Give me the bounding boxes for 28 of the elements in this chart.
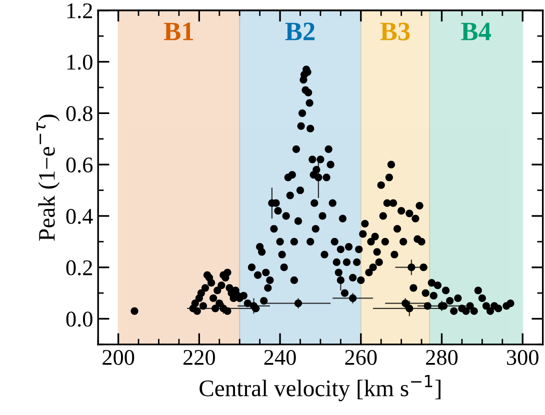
point: [349, 294, 357, 302]
point: [250, 302, 258, 310]
point: [220, 304, 228, 312]
y-tick-label: 0.0: [66, 312, 92, 327]
x-tick-label: 260: [345, 350, 377, 365]
point: [408, 264, 416, 272]
band-label: B1: [164, 22, 193, 40]
x-tick-label: 300: [507, 350, 538, 365]
point: [294, 300, 302, 308]
band-label: B3: [380, 22, 410, 40]
x-tick-label: 200: [102, 350, 134, 365]
x-tick-label: 240: [264, 350, 296, 365]
y-tick-label: 0.4: [66, 208, 93, 224]
point: [402, 300, 410, 308]
x-tick-label: 220: [183, 350, 215, 365]
y-tick-label: 0.2: [66, 260, 92, 276]
y-tick-label: 0.6: [66, 157, 93, 173]
point: [314, 174, 322, 182]
y-tick-label: 0.8: [66, 106, 92, 122]
band-label: B4: [461, 22, 492, 40]
y-tick-label: 1.0: [67, 54, 92, 70]
point: [406, 304, 414, 312]
x-axis-title: Central velocity [km s$^{−1}$]: [200, 375, 440, 402]
y-axis-title: Peak (1−e$^{−τ}$): [36, 114, 60, 241]
band-label: B2: [285, 22, 315, 40]
point: [336, 276, 344, 284]
y-tick-label: 1.2: [67, 3, 92, 18]
x-tick-label: 280: [426, 350, 458, 365]
